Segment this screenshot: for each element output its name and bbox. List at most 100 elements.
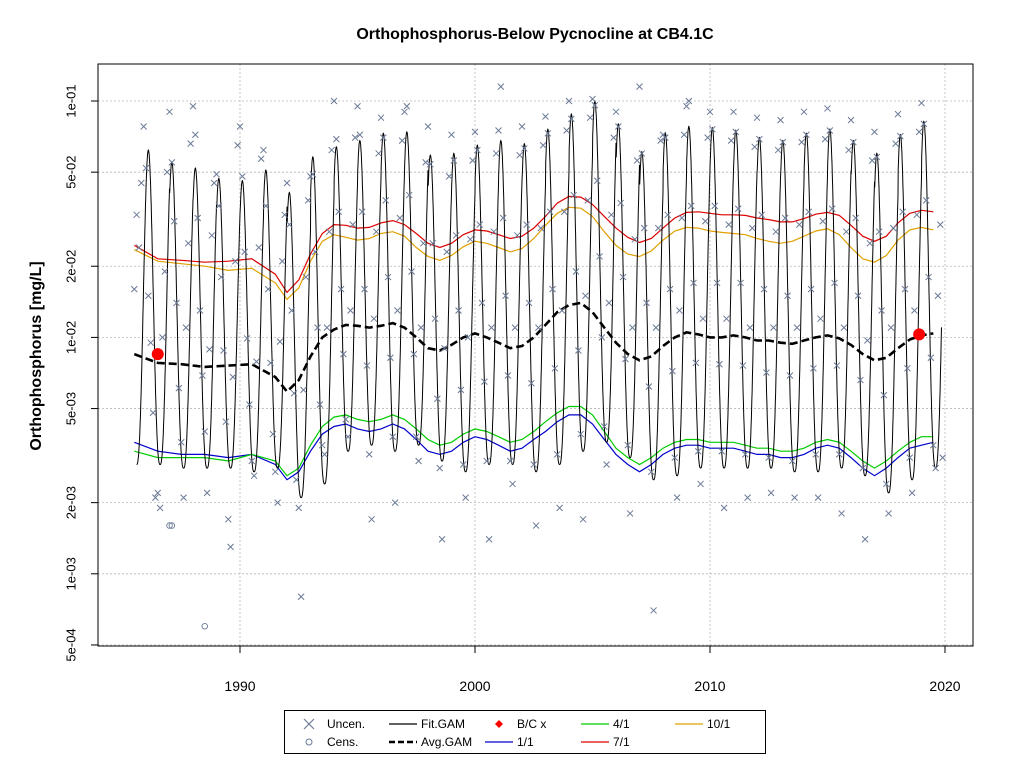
uncensored-point xyxy=(758,211,766,219)
uncensored-point xyxy=(394,307,401,314)
uncensored-point xyxy=(473,146,481,154)
legend-item-uncen: Uncen. xyxy=(291,716,365,732)
uncensored-point xyxy=(177,438,185,446)
uncensored-point xyxy=(513,232,521,239)
uncensored-point xyxy=(523,221,531,228)
uncensored-point xyxy=(887,324,895,331)
axes: 1990 2000 2010 2020 5e-04 1e-03 2e-03 5e-03 1e-0… xyxy=(63,84,960,694)
uncensored-point xyxy=(835,451,843,458)
uncensored-point xyxy=(857,376,864,384)
uncensored-point xyxy=(807,285,815,293)
uncensored-point xyxy=(591,101,599,109)
uncensored-point xyxy=(210,179,218,187)
uncensored-point xyxy=(236,123,244,130)
uncensored-point xyxy=(868,157,876,164)
uncensored-point xyxy=(535,324,542,331)
uncensored-point xyxy=(349,221,357,228)
uncensored-point xyxy=(173,299,180,307)
uncensored-point xyxy=(321,451,328,458)
uncensored-point xyxy=(304,196,312,204)
uncensored-point xyxy=(669,367,676,375)
uncensored-point xyxy=(800,108,808,116)
uncensored-point xyxy=(711,202,719,210)
uncensored-point xyxy=(154,489,162,497)
uncensored-point xyxy=(885,510,892,517)
uncensored-point xyxy=(175,384,183,392)
uncensored-point xyxy=(929,441,937,449)
uncensored-point xyxy=(241,248,249,256)
uncensored-point xyxy=(812,451,820,458)
line-fit-gam xyxy=(136,100,942,499)
uncensored-point xyxy=(631,235,639,243)
uncensored-point xyxy=(271,468,279,476)
uncensored-point xyxy=(622,355,629,363)
uncensored-point xyxy=(530,461,538,468)
uncensored-point xyxy=(340,350,347,358)
uncensored-point xyxy=(892,140,900,148)
uncensored-point xyxy=(596,253,603,260)
uncensored-point xyxy=(680,131,688,139)
legend-label-fit-gam: Fit.GAM xyxy=(421,717,465,731)
uncensored-point xyxy=(713,279,721,287)
uncensored-point xyxy=(753,114,761,122)
uncensored-point xyxy=(135,244,143,251)
uncensored-point xyxy=(567,115,575,123)
uncensored-point xyxy=(191,131,199,139)
y-tick-label: 5e-04 xyxy=(63,628,78,661)
x-marker-icon xyxy=(303,718,315,730)
uncensored-point xyxy=(537,224,545,232)
y-tick-label: 2e-02 xyxy=(63,250,78,283)
uncensored-point xyxy=(372,228,380,236)
y-tick-label: 2e-03 xyxy=(63,486,78,519)
uncensored-point xyxy=(469,157,477,164)
uncensored-point xyxy=(401,108,408,116)
x-tick-label: 1990 xyxy=(224,678,255,694)
uncensored-point xyxy=(137,179,145,187)
uncensored-point xyxy=(831,279,838,287)
uncensored-point xyxy=(692,359,700,367)
uncensored-point xyxy=(922,196,930,204)
uncensored-point xyxy=(457,386,465,394)
uncensored-point xyxy=(283,179,291,187)
uncensored-point xyxy=(448,131,455,139)
uncensored-point xyxy=(365,451,373,458)
uncensored-point xyxy=(361,285,368,293)
uncensored-point xyxy=(316,401,324,408)
uncensored-point xyxy=(661,134,669,141)
uncensored-point xyxy=(335,208,343,216)
uncensored-point xyxy=(906,454,914,461)
censored-point xyxy=(166,522,173,529)
uncensored-point xyxy=(904,364,911,372)
uncensored-point xyxy=(694,447,702,455)
legend-item-d4-1: 4/1 xyxy=(577,716,630,732)
uncensored-point xyxy=(553,451,561,458)
uncensored-point xyxy=(140,123,148,130)
uncensored-point xyxy=(332,135,340,143)
uncensored-point xyxy=(847,116,855,124)
uncensored-point xyxy=(222,418,230,426)
uncensored-point xyxy=(654,224,662,232)
uncensored-point xyxy=(293,476,300,484)
uncensored-point xyxy=(184,239,192,247)
legend-label-bc: B/C x xyxy=(517,717,547,731)
uncensored-point xyxy=(650,607,657,614)
uncensored-point xyxy=(466,235,474,243)
legend-item-cens: Cens. xyxy=(291,734,358,750)
uncensored-point xyxy=(398,137,406,144)
uncensored-point xyxy=(149,409,157,417)
plot-frame xyxy=(97,63,974,647)
uncensored-point xyxy=(274,499,281,506)
uncensored-point xyxy=(133,211,140,219)
uncensored-point xyxy=(746,324,754,331)
uncensored-point xyxy=(732,128,740,136)
uncensored-point xyxy=(408,268,415,275)
uncensored-point xyxy=(744,494,751,501)
uncensored-point xyxy=(194,214,202,222)
uncensored-point xyxy=(671,454,679,461)
uncensored-point xyxy=(257,155,265,163)
uncensored-point xyxy=(542,113,549,120)
uncensored-point xyxy=(563,127,571,134)
x-tick-label: 2020 xyxy=(929,678,960,694)
uncensored-point xyxy=(344,433,352,441)
uncensored-point xyxy=(410,350,418,358)
